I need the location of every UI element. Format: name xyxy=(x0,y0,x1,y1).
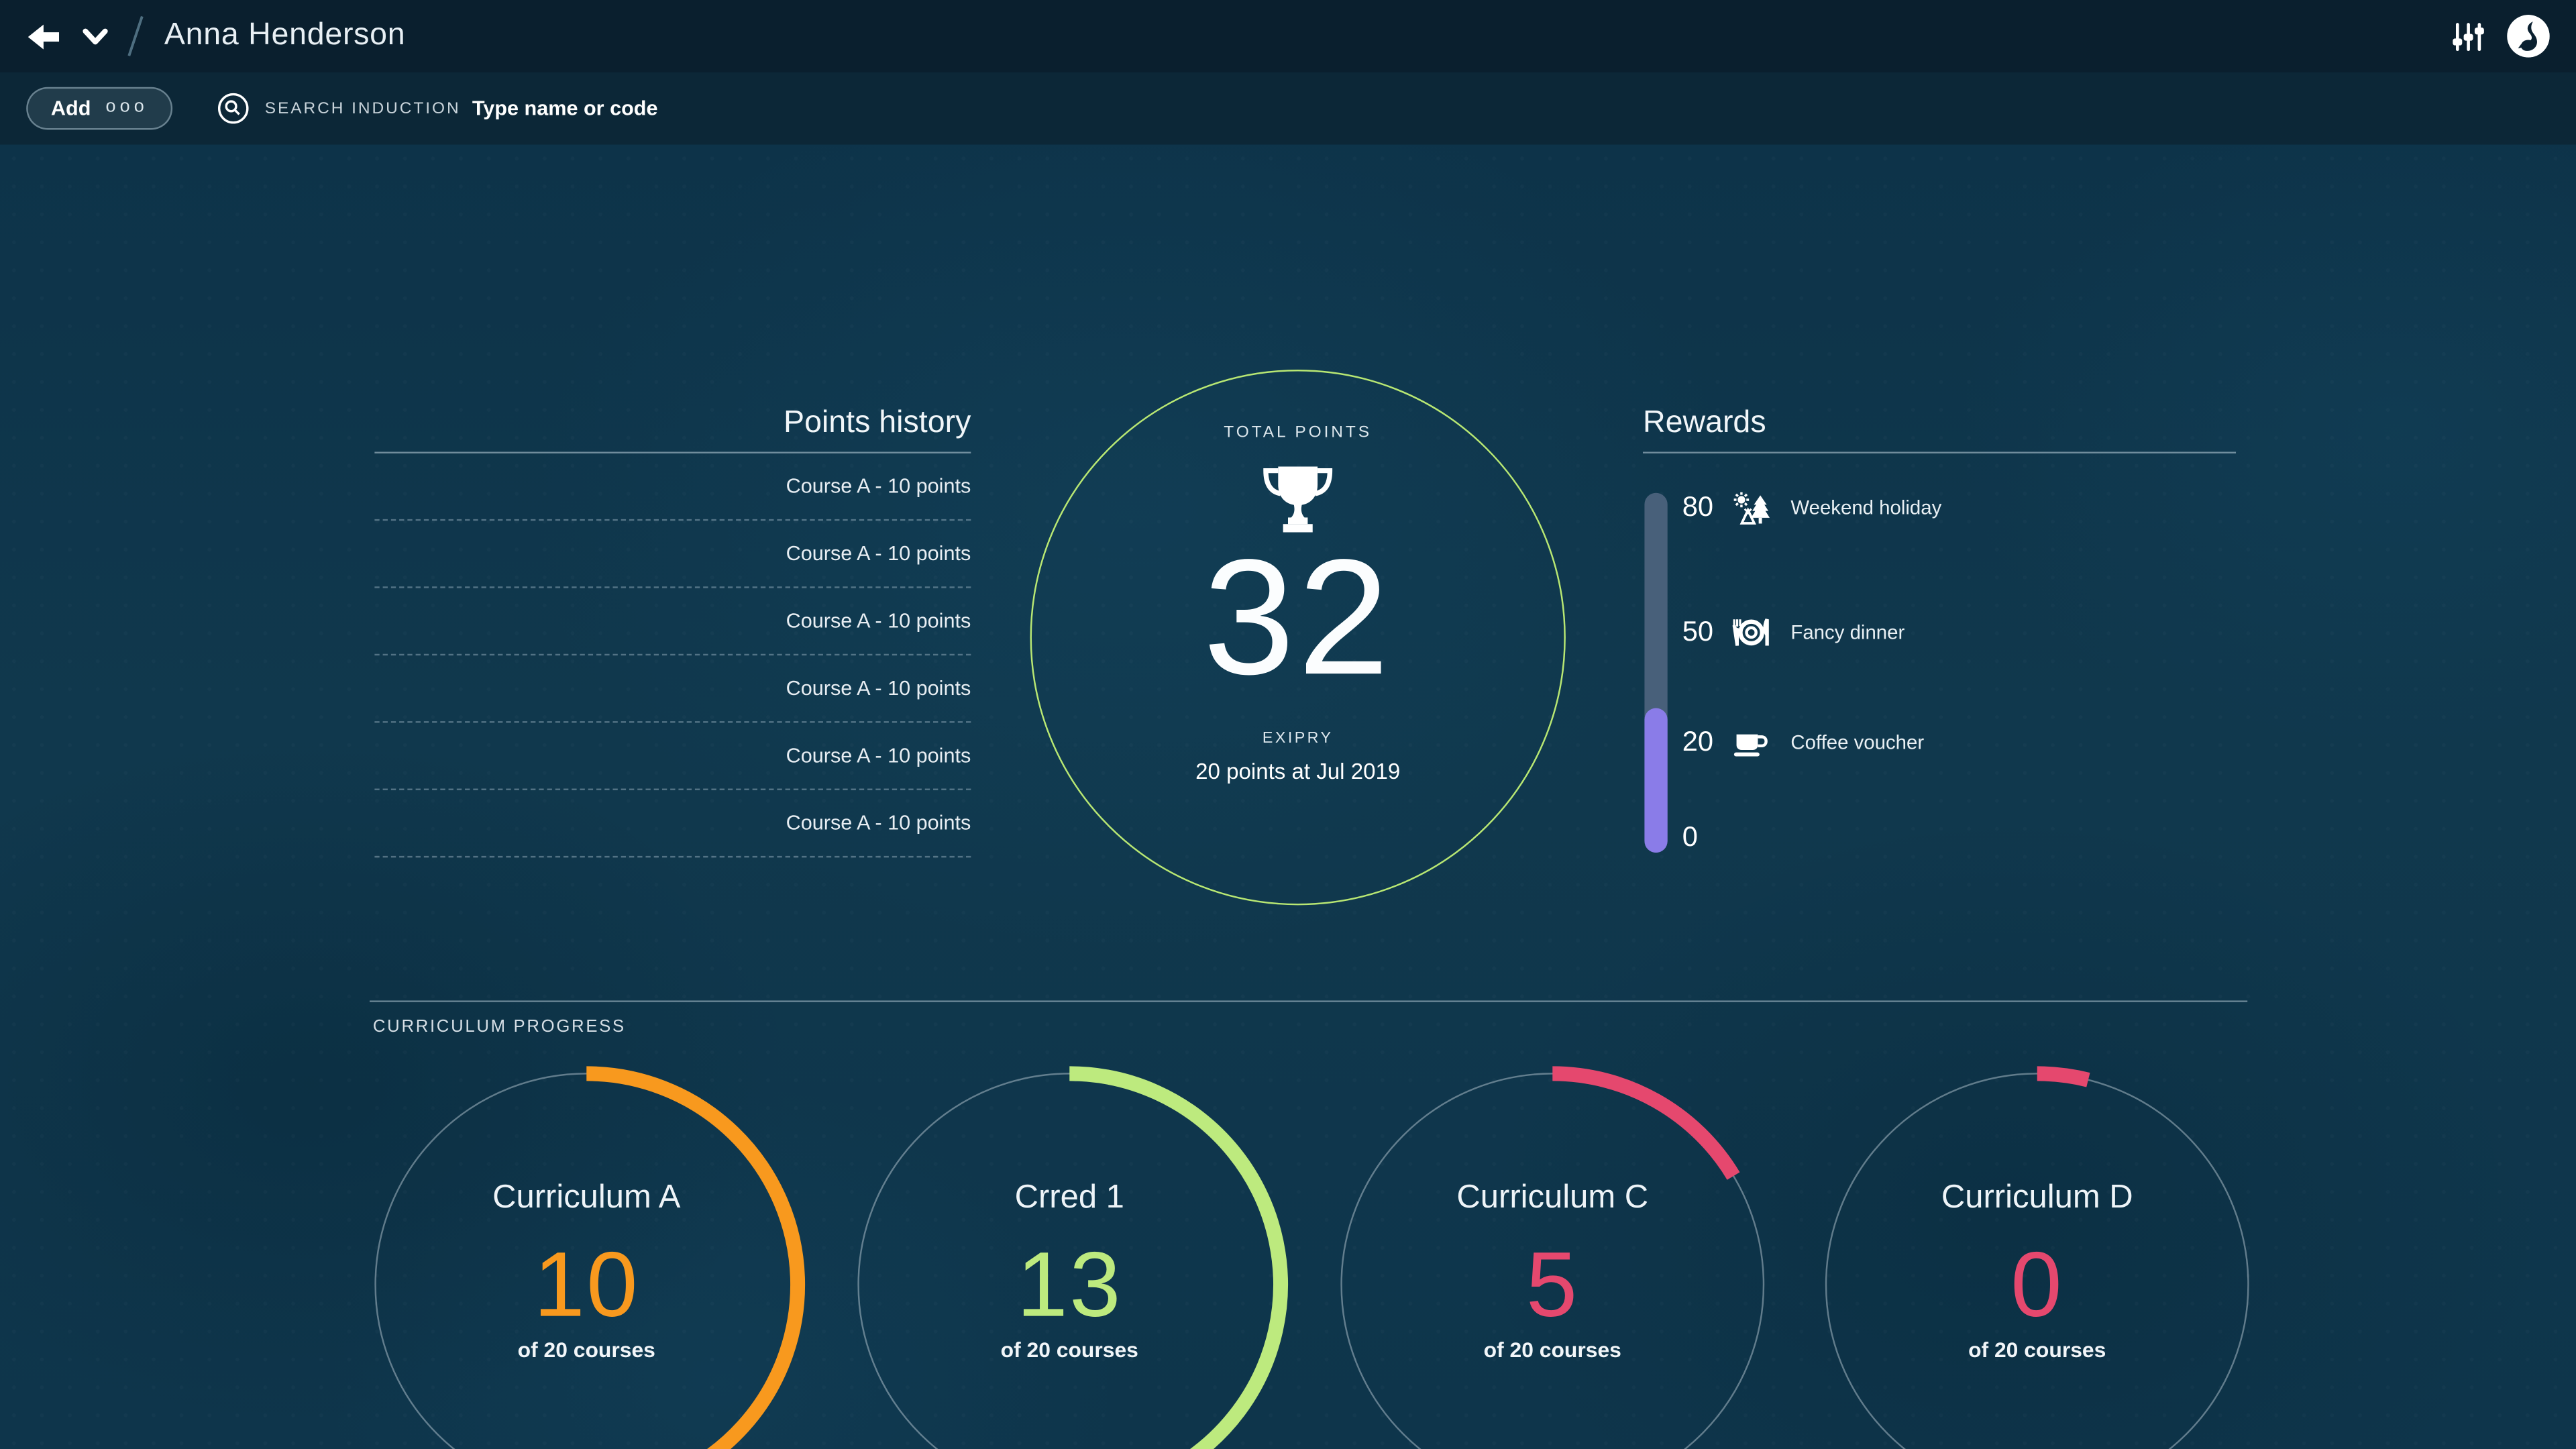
curriculum-progress-ring xyxy=(1340,1066,1765,1449)
rewards-panel: Rewards 80 Weekend holiday 50 Fancy dinner 2… xyxy=(1642,407,2237,883)
curriculum-card: Curriculum C 5 of 20 courses xyxy=(1332,1065,1772,1449)
coffee-icon xyxy=(1731,724,1771,761)
curriculum-of-label: of 20 courses xyxy=(517,1337,655,1362)
dashboard: Points history Course A - 10 points Cours… xyxy=(0,144,2576,1449)
add-button-label: Add xyxy=(50,97,91,120)
points-history-item: Course A - 10 points xyxy=(374,723,971,790)
points-history-title: Points history xyxy=(374,407,971,453)
chevron-down-icon[interactable] xyxy=(82,27,108,45)
curriculum-of-label: of 20 courses xyxy=(1000,1337,1138,1362)
reward-points: 50 xyxy=(1682,616,1714,647)
rewards-progress-track xyxy=(1644,492,1668,853)
section-divider xyxy=(370,1000,2248,1002)
total-points-value: 32 xyxy=(1203,525,1393,710)
action-bar: Add ooo SEARCH INDUCTION Type name or co… xyxy=(0,72,2576,145)
search-placeholder: Type name or code xyxy=(472,97,658,120)
points-history-item: Course A - 10 points xyxy=(374,453,971,521)
rewards-scale-zero: 0 xyxy=(1682,821,1698,853)
curriculum-section-label: CURRICULUM PROGRESS xyxy=(372,1016,626,1037)
rewards-progress-fill xyxy=(1644,708,1668,853)
total-points-label: TOTAL POINTS xyxy=(1224,423,1373,442)
reward-item: 50 Fancy dinner xyxy=(1682,611,1905,654)
search-label: SEARCH INDUCTION xyxy=(264,99,461,118)
reward-item: 80 Weekend holiday xyxy=(1682,486,1942,529)
curriculum-of-label: of 20 courses xyxy=(1968,1337,2106,1362)
curriculum-name: Curriculum C xyxy=(1456,1179,1649,1216)
reward-points: 80 xyxy=(1682,491,1714,523)
points-history-panel: Points history Course A - 10 points Cours… xyxy=(374,407,971,858)
curriculum-name: Crred 1 xyxy=(1014,1179,1124,1216)
reward-points: 20 xyxy=(1682,726,1714,757)
curriculum-completed-count: 13 xyxy=(1016,1232,1122,1336)
points-history-item: Course A - 10 points xyxy=(374,655,971,723)
top-bar: Anna Henderson xyxy=(0,0,2576,72)
reward-label: Coffee voucher xyxy=(1790,731,1925,755)
page-title: Anna Henderson xyxy=(164,17,406,53)
curriculum-progress-ring xyxy=(1825,1066,2249,1449)
curriculum-progress-ring xyxy=(857,1066,1288,1449)
back-button[interactable] xyxy=(26,22,60,50)
curriculum-progress-ring xyxy=(374,1066,806,1449)
expiry-label: EXIPRY xyxy=(1262,729,1334,748)
curriculum-card: Curriculum A 10 of 20 courses xyxy=(366,1065,806,1449)
curriculum-completed-count: 5 xyxy=(1525,1232,1579,1336)
dinner-icon xyxy=(1731,614,1771,651)
search-icon xyxy=(218,93,249,124)
reward-label: Weekend holiday xyxy=(1790,496,1942,519)
search-induction-input[interactable]: SEARCH INDUCTION Type name or code xyxy=(217,92,658,125)
curriculum-name: Curriculum D xyxy=(1941,1179,2133,1216)
curriculum-card: Curriculum D 0 of 20 courses xyxy=(1817,1065,2257,1449)
points-history-item: Course A - 10 points xyxy=(374,790,971,858)
points-history-item: Course A - 10 points xyxy=(374,588,971,656)
curriculum-name: Curriculum A xyxy=(492,1179,681,1216)
holiday-icon xyxy=(1732,490,1771,525)
filters-icon[interactable] xyxy=(2451,21,2485,52)
trophy-icon xyxy=(1263,466,1333,533)
points-history-item: Course A - 10 points xyxy=(374,521,971,588)
add-button-dots: ooo xyxy=(105,97,148,117)
reward-item: 20 Coffee voucher xyxy=(1682,721,1924,764)
curriculum-completed-count: 10 xyxy=(533,1232,639,1336)
add-button[interactable]: Add ooo xyxy=(26,87,173,130)
curriculum-card: Crred 1 13 of 20 courses xyxy=(849,1065,1289,1449)
expiry-text: 20 points at Jul 2019 xyxy=(1195,759,1401,784)
points-history-list: Course A - 10 points Course A - 10 points… xyxy=(374,453,971,858)
curriculum-of-label: of 20 courses xyxy=(1483,1337,1621,1362)
breadcrumb-separator xyxy=(127,15,144,56)
rewards-title: Rewards xyxy=(1642,407,2237,453)
reward-label: Fancy dinner xyxy=(1790,621,1905,645)
total-points-widget: TOTAL POINTS 32 EXIPRY 20 points at Jul … xyxy=(1030,370,1566,906)
curriculum-completed-count: 0 xyxy=(2010,1232,2064,1336)
profile-avatar[interactable] xyxy=(2507,15,2550,58)
